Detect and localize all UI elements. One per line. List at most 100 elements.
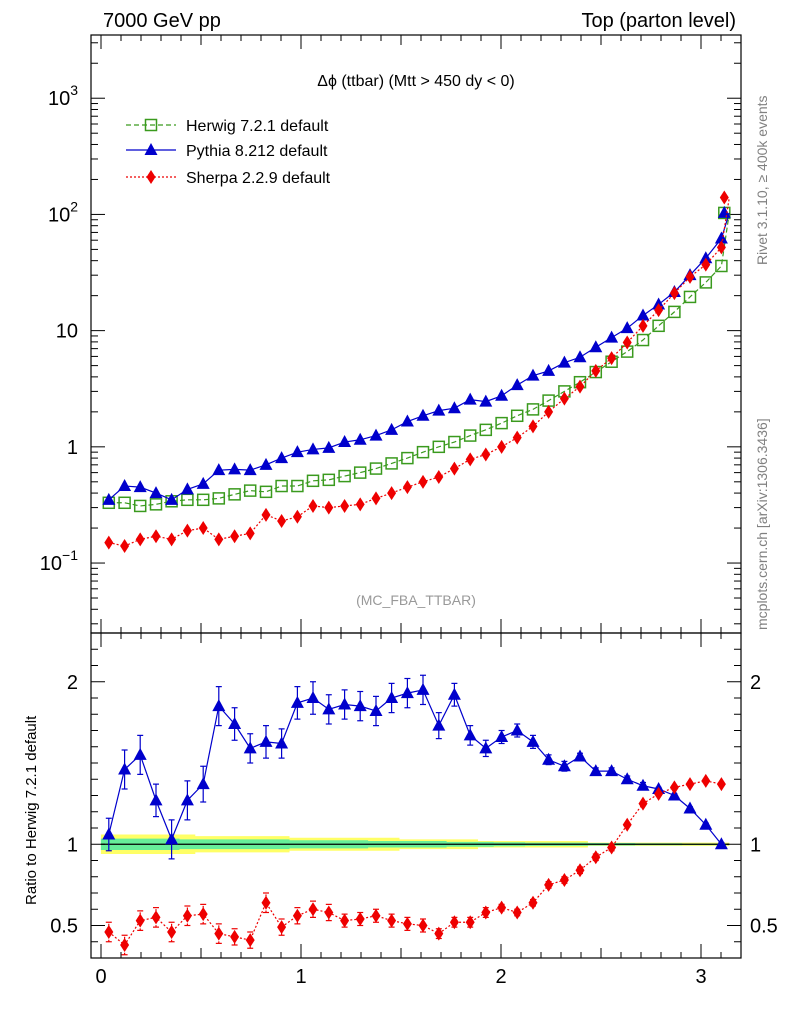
ratio-point-pythia bbox=[338, 697, 352, 710]
data-point-sherpa bbox=[591, 363, 601, 378]
data-point-pythia bbox=[557, 355, 571, 368]
ratio-point-pythia bbox=[479, 741, 493, 754]
data-point-herwig bbox=[479, 423, 493, 437]
y-tick-label: 103 bbox=[48, 82, 78, 110]
ratio-point-sherpa bbox=[230, 929, 240, 944]
ratio-point-pythia bbox=[447, 687, 461, 700]
data-point-sherpa bbox=[104, 535, 114, 550]
ratio-point-sherpa bbox=[308, 902, 318, 917]
data-point-sherpa bbox=[182, 523, 192, 538]
y-tick-label: 1 bbox=[67, 437, 78, 459]
ratio-point-pythia bbox=[196, 777, 210, 790]
ratio-point-pythia bbox=[165, 832, 179, 845]
ratio-point-pythia bbox=[243, 741, 257, 754]
legend-marker-pythia bbox=[144, 143, 158, 155]
data-point-sherpa bbox=[371, 491, 381, 506]
data-point-herwig bbox=[369, 462, 383, 475]
data-point-herwig bbox=[196, 493, 210, 507]
y-tick-label: 10−1 bbox=[40, 547, 78, 575]
ratio-point-pythia bbox=[322, 702, 336, 715]
ratio-point-pythia bbox=[400, 686, 414, 699]
ratio-point-sherpa bbox=[104, 925, 114, 939]
data-point-sherpa bbox=[575, 379, 585, 394]
ratio-point-sherpa bbox=[669, 780, 679, 795]
ratio-y-tick-label-right: 2 bbox=[750, 672, 761, 694]
data-point-sherpa bbox=[497, 439, 507, 454]
ratio-point-pythia bbox=[699, 817, 713, 830]
data-point-sherpa bbox=[151, 529, 161, 544]
data-point-sherpa bbox=[418, 474, 428, 489]
data-point-herwig bbox=[652, 319, 665, 333]
ratio-point-pythia bbox=[589, 764, 603, 777]
data-point-sherpa bbox=[654, 303, 664, 318]
data-point-sherpa bbox=[559, 391, 569, 406]
legend-marker-herwig bbox=[144, 118, 158, 132]
ratio-point-sherpa bbox=[245, 933, 255, 948]
ratio-point-sherpa bbox=[340, 913, 350, 928]
ratio-y-tick-label: 2 bbox=[67, 672, 78, 694]
ratio-point-sherpa bbox=[371, 908, 381, 923]
data-point-sherpa bbox=[701, 257, 711, 272]
data-point-herwig bbox=[432, 440, 446, 454]
data-point-herwig bbox=[322, 473, 336, 487]
data-point-pythia bbox=[228, 462, 242, 475]
legend-label-herwig: Herwig 7.2.1 default bbox=[186, 118, 329, 135]
ratio-point-sherpa bbox=[544, 877, 554, 892]
ratio-point-pythia bbox=[290, 695, 304, 708]
ratio-point-sherpa bbox=[198, 907, 208, 922]
data-point-pythia bbox=[717, 205, 731, 218]
data-point-pythia bbox=[149, 486, 163, 499]
data-point-sherpa bbox=[719, 190, 729, 205]
data-point-pythia bbox=[714, 231, 728, 244]
data-point-herwig bbox=[243, 484, 257, 497]
y-tick-label: 102 bbox=[48, 198, 78, 226]
data-point-pythia bbox=[212, 463, 226, 476]
ratio-point-pythia bbox=[557, 759, 571, 772]
ratio-point-sherpa bbox=[182, 908, 192, 923]
data-point-herwig bbox=[212, 492, 226, 505]
data-point-sherpa bbox=[402, 480, 412, 495]
x-tick-label: 2 bbox=[495, 966, 506, 988]
ratio-y-label: Ratio to Herwig 7.2.1 default bbox=[23, 715, 40, 905]
data-point-pythia bbox=[699, 251, 713, 264]
ratio-point-sherpa bbox=[214, 926, 224, 941]
ratio-point-sherpa bbox=[292, 908, 302, 923]
ratio-point-pythia bbox=[212, 699, 226, 712]
data-point-sherpa bbox=[544, 404, 554, 419]
ratio-point-sherpa bbox=[607, 840, 617, 855]
data-point-sherpa bbox=[167, 532, 177, 547]
data-point-herwig bbox=[385, 457, 398, 470]
data-point-herwig bbox=[463, 429, 477, 442]
data-point-herwig bbox=[510, 409, 524, 423]
ratio-point-pythia bbox=[149, 793, 163, 806]
ratio-point-sherpa bbox=[622, 817, 632, 832]
series-line-herwig bbox=[108, 212, 730, 507]
ratio-point-pythia bbox=[667, 788, 681, 801]
ratio-line-sherpa bbox=[108, 780, 722, 946]
analysis-tag: (MC_FBA_TTBAR) bbox=[356, 592, 476, 608]
x-tick-label: 0 bbox=[95, 966, 106, 988]
ratio-point-sherpa bbox=[465, 915, 475, 930]
series-line-pythia bbox=[108, 212, 730, 501]
data-point-sherpa bbox=[292, 509, 302, 524]
ratio-y-tick-label: 0.5 bbox=[50, 916, 78, 938]
ratio-point-sherpa bbox=[591, 850, 601, 865]
ratio-point-pythia bbox=[573, 749, 587, 762]
ratio-point-pythia bbox=[636, 778, 650, 791]
data-point-pythia bbox=[306, 442, 320, 455]
ratio-point-sherpa bbox=[355, 912, 365, 926]
ratio-point-pythia bbox=[510, 723, 524, 736]
ratio-point-sherpa bbox=[575, 863, 585, 878]
data-point-sherpa bbox=[355, 497, 365, 512]
header-right: Top (parton level) bbox=[581, 10, 736, 32]
ratio-point-sherpa bbox=[151, 910, 161, 925]
ratio-point-pythia bbox=[385, 691, 399, 703]
data-point-herwig bbox=[416, 445, 430, 459]
data-point-pythia bbox=[542, 363, 556, 376]
ratio-point-pythia bbox=[463, 728, 477, 741]
data-point-pythia bbox=[290, 445, 304, 458]
data-point-sherpa bbox=[481, 447, 491, 462]
data-point-sherpa bbox=[245, 526, 255, 541]
ratio-y-tick-label-right: 0.5 bbox=[750, 916, 778, 938]
